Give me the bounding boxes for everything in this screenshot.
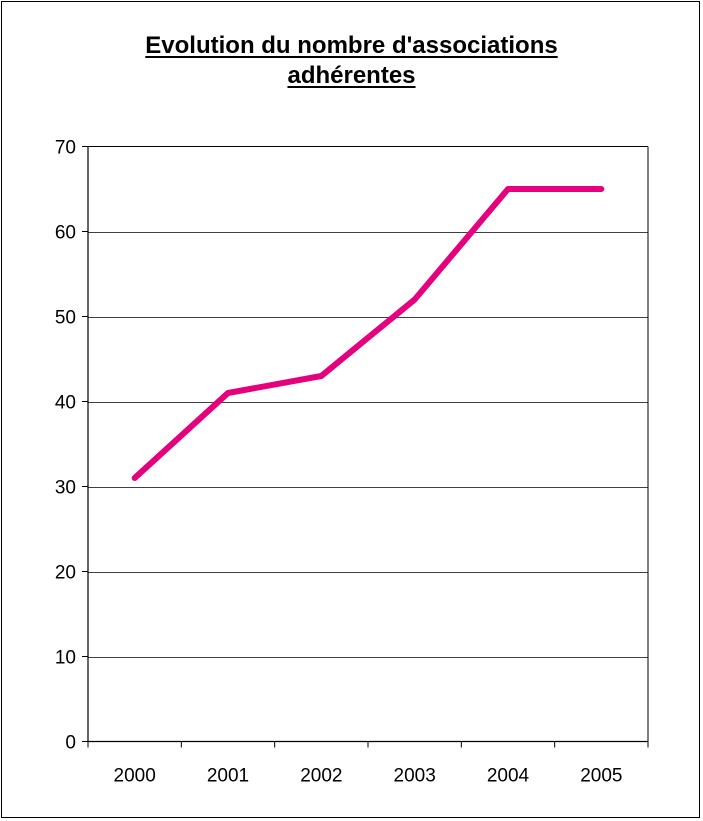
y-tick-label: 60 xyxy=(55,223,76,244)
y-tick-label: 10 xyxy=(55,648,76,669)
chart-title-line1: Evolution du nombre d'associations xyxy=(145,32,558,59)
x-tick-label: 2004 xyxy=(487,766,530,787)
x-tick-label: 2000 xyxy=(114,766,156,787)
series-group xyxy=(131,186,605,481)
y-axis-ticks: 0 10 20 30 40 50 60 70 xyxy=(55,138,88,754)
x-axis-ticks: 2000 2001 2002 2003 2004 2005 xyxy=(87,741,649,787)
y-tick-label: 30 xyxy=(55,478,76,499)
x-tick-label: 2003 xyxy=(394,766,436,787)
series-line-0 xyxy=(131,186,605,481)
x-tick-label: 2005 xyxy=(580,766,622,787)
y-tick-label: 70 xyxy=(55,138,76,159)
y-tick-label: 40 xyxy=(55,393,76,414)
chart-title: Evolution du nombre d'associations adhér… xyxy=(60,31,643,91)
x-tick-label: 2001 xyxy=(207,766,249,787)
gridlines xyxy=(88,232,648,658)
chart-title-line2: adhérentes xyxy=(287,62,416,89)
x-tick-label: 2002 xyxy=(300,766,342,787)
y-tick-label: 0 xyxy=(65,733,76,754)
y-tick-label: 20 xyxy=(55,563,76,584)
y-tick-label: 50 xyxy=(55,308,76,329)
